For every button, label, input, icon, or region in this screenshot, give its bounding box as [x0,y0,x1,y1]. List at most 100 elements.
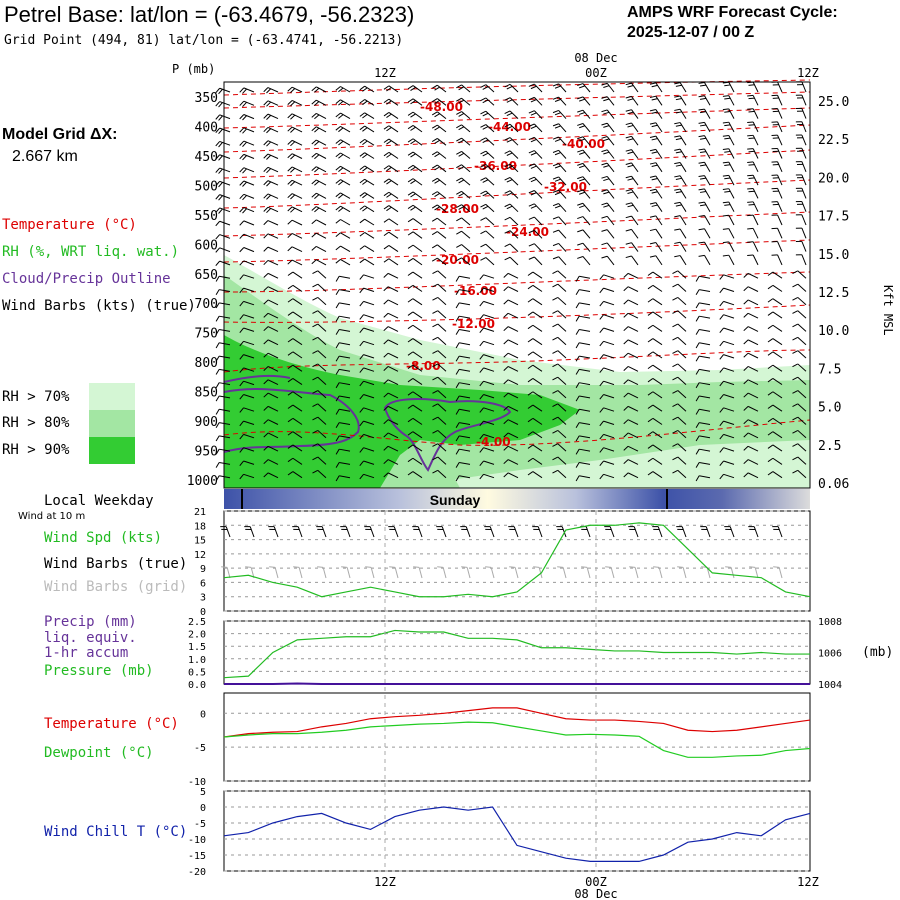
wind-barb [364,245,375,253]
wind-barb-grid [466,567,471,579]
wind-barb-flag [695,315,700,322]
wind-barb-flag [722,254,729,257]
wind-barb [558,123,567,133]
wind-barb-flag [724,111,731,113]
wind-barb-flag [338,154,344,159]
wind-barb [652,311,663,319]
wind-barb-flag [528,229,535,234]
wind-barb-flag [698,135,705,138]
wind-barb-flag [599,314,604,320]
wind-barb [340,192,351,199]
dewpoint-line [223,721,811,758]
wind-barb-true [513,526,519,538]
wind-barb-flag [674,148,681,151]
wind-barb [507,366,519,372]
wind-barb-flag [383,231,390,237]
wind-barb-flag [359,274,364,280]
wind-barb-flag [577,149,584,153]
wind-barb-flag [743,472,749,478]
wind-barb-flag [698,241,705,244]
wind-barb-flag [263,406,269,411]
wind-barb [412,364,423,372]
wind-barb [316,259,327,266]
wind-barb [219,289,231,292]
wind-barb [557,363,567,372]
wind-barb-flag [287,179,293,185]
wind-barb-flag [623,432,629,438]
wind-barb-flag [215,247,221,253]
wind-barb [777,95,783,106]
wind-barb-flag [455,395,460,402]
wind-barb-flag [625,202,632,205]
wind-barb [461,84,471,93]
wind-barb-flag [552,109,559,114]
wind-barb [483,287,495,292]
wind-barb-flag [263,140,269,146]
wind-barb-flag [767,324,774,330]
wind-barb-flag [699,151,707,154]
wind-barb-flag [359,327,364,333]
wind-barb [801,227,807,239]
wind-barb-flag [675,204,682,207]
wind-barb [772,284,783,292]
wind-barb-flag [506,165,513,170]
wind-barb [582,96,591,106]
wind-barb-flag [263,100,269,106]
wind-barb-flag [599,447,604,453]
wind-barb [627,432,639,439]
wind-barb [728,175,735,186]
wind-barb [532,271,543,279]
wind-barb [603,460,615,465]
wind-barb-flag [456,111,462,115]
wind-barb [292,471,303,479]
wind-barb [267,259,279,266]
wind-barb-flag [719,460,724,466]
wind-barb-flag [455,382,460,389]
wind-barb [219,247,231,253]
wind-barb-flag [359,354,364,360]
wind-barb [579,368,591,372]
wind-barb [747,472,759,479]
wind-barbs-grid-label: Wind Barbs (grid) [44,579,187,595]
wind-barb [437,270,447,279]
isotherm-label-16: -16.00 [454,284,497,298]
wind-barb-flag [359,192,365,197]
wind-barb [723,327,735,332]
wind-barb [412,431,423,439]
wind-barb [292,378,303,386]
y-tick: -10 [188,835,206,846]
wind-barb-flag [625,215,632,219]
wind-barb [340,219,351,226]
wind-barb-flag [647,351,654,356]
wind-barb-flag [407,98,414,103]
wind-barb [557,283,567,292]
wind-barb-flag [506,205,513,210]
wind-barb [679,202,687,212]
wind-barb-flag [575,276,580,282]
wind-barb [677,403,687,412]
isotherm-label-12: -12.00 [452,317,495,331]
wind-barb [606,149,615,159]
wind-barb-flag [314,87,320,93]
isotherm-label-28: -28.00 [436,202,479,216]
wind-barb-flag [552,323,559,328]
wind-barb-flag [748,164,755,166]
wind-barb [655,122,663,133]
wind-barb-flag [599,327,604,333]
wind-barb-flag [359,85,365,91]
wind-barb-flag [649,188,656,192]
wind-barb [267,405,279,412]
wind-barb-flag [263,220,269,226]
wind-barb [339,302,351,306]
wind-barb-flag [239,380,244,387]
wind-barb [652,364,663,372]
wind-barb-true [465,526,471,538]
wind-barb-flag [649,175,656,178]
wind-barb-flag [575,329,580,335]
wind-barb-flag [479,434,484,440]
wind-barb [291,206,303,213]
wind-barb [627,326,639,332]
wind-barb-flag [647,378,654,383]
wind-barb-flag [432,283,439,288]
wind-barb-flag [359,420,364,427]
